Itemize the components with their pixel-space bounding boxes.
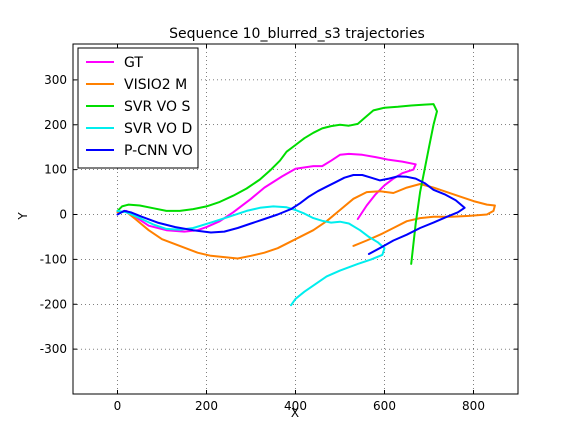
y-tick-label: 100 [44, 163, 67, 177]
y-tick-label: -300 [40, 342, 67, 356]
series-layer [116, 103, 496, 307]
legend-box [77, 47, 199, 169]
series-line-visio2-m [116, 183, 496, 260]
series-line-p-cnn-vo [116, 174, 466, 255]
y-axis-label: Y [16, 212, 30, 221]
y-tick-label: 0 [59, 208, 67, 222]
series-line-gt [116, 152, 417, 233]
legend: GT VISIO2 M SVR VO S SVR VO D P-CNN VO [77, 47, 199, 169]
y-tick-label: -200 [40, 297, 67, 311]
legend-label: VISIO2 M [124, 77, 187, 93]
axis-ticks: 0 200 400 600 800 -300 -200 -100 0 100 200 300 [40, 44, 518, 413]
x-tick-label: 600 [373, 399, 396, 413]
chart-title: Sequence 10_blurred_s3 trajectories [169, 26, 425, 42]
y-tick-label: -100 [40, 252, 67, 266]
legend-label: P-CNN VO [124, 143, 193, 159]
legend-label: SVR VO S [124, 99, 190, 115]
x-tick-label: 800 [462, 399, 485, 413]
legend-label: SVR VO D [124, 121, 192, 137]
y-tick-label: 200 [44, 118, 67, 132]
x-tick-label: 400 [284, 399, 307, 413]
y-tick-label: 300 [44, 73, 67, 87]
series-line-svr-vo-s [116, 103, 438, 265]
x-tick-label: 200 [195, 399, 218, 413]
x-axis-label: X [291, 406, 299, 420]
legend-label: GT [124, 55, 143, 71]
x-tick-label: 0 [114, 399, 122, 413]
